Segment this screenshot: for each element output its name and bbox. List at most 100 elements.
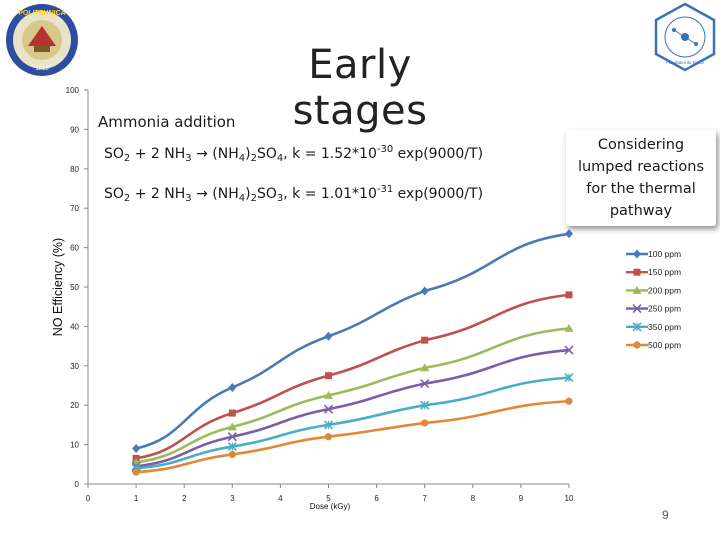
data-point [324, 390, 333, 399]
series-line [134, 376, 571, 470]
r1-text: , k = 1.52*10 [283, 146, 377, 162]
r1-text: SO [256, 146, 277, 162]
r1-text: → (NH [191, 146, 239, 162]
r2-text: SO [104, 186, 124, 202]
callout-box: Considering lumped reactions for the the… [566, 130, 716, 226]
data-point [325, 372, 332, 380]
r2-sub: 2 [123, 193, 131, 204]
series-line [134, 327, 571, 464]
r1-sub: 3 [185, 153, 192, 164]
r2-text: ) [245, 186, 251, 202]
x-tick-label: 2 [182, 494, 187, 503]
r2-text: exp(9000/T) [393, 186, 484, 202]
r2-sub: 3 [185, 193, 192, 204]
r2-text: , k = 1.01*10 [283, 186, 377, 202]
page-number: 9 [662, 508, 669, 522]
data-point [420, 286, 429, 296]
y-tick-label: 80 [70, 165, 79, 174]
data-point [564, 345, 574, 355]
r2-sup: -31 [376, 184, 394, 195]
r1-sub: 2 [250, 153, 257, 164]
x-tick-label: 1 [134, 494, 139, 503]
data-point [633, 341, 641, 349]
data-point [420, 363, 430, 372]
y-tick-label: 60 [70, 244, 79, 253]
r2-text: → (NH [191, 186, 239, 202]
data-point [633, 268, 641, 276]
callout-line: Considering [597, 137, 685, 153]
data-point [227, 442, 237, 452]
x-tick-label: 4 [278, 494, 283, 503]
y-tick-label: 40 [70, 322, 79, 331]
data-point [228, 382, 237, 392]
y-tick-label: 70 [70, 204, 79, 213]
x-tick-label: 10 [565, 494, 574, 503]
data-point [564, 323, 574, 332]
r1-text: exp(9000/T) [393, 146, 484, 162]
r2-sub: 2 [250, 193, 257, 204]
r1-text: ) [245, 146, 251, 162]
y-tick-label: 10 [70, 441, 79, 450]
reaction-2-equation: SO2 + 2 NH3 → (NH4)2SO3, k = 1.01*10-31 … [104, 184, 483, 204]
legend-label: 200 ppm [648, 285, 681, 295]
data-point [323, 420, 334, 430]
r2-text: + 2 NH [130, 186, 186, 202]
y-tick-label: 30 [70, 362, 79, 371]
data-point [633, 249, 641, 259]
callout-line: lumped reactions [577, 159, 705, 175]
x-tick-label: 0 [86, 494, 91, 503]
r1-sub: 4 [276, 153, 284, 164]
data-point [324, 433, 333, 441]
data-point-stroke [420, 378, 430, 389]
data-point-stroke [632, 304, 642, 314]
r1-sup: -30 [376, 144, 394, 155]
data-point [632, 304, 642, 314]
faculty-logo-icon: Facultatea de Fizica [654, 2, 716, 72]
data-point [565, 291, 573, 299]
x-tick-label: 9 [519, 494, 524, 503]
y-tick-label: 100 [66, 86, 80, 95]
r2-sub: 4 [238, 193, 246, 204]
y-tick-label: 90 [70, 125, 79, 134]
data-point-stroke [323, 404, 334, 414]
data-point [421, 336, 429, 344]
data-point [132, 468, 140, 476]
x-tick-label: 3 [230, 494, 235, 503]
r1-text: SO [104, 146, 124, 162]
x-tick-label: 6 [374, 494, 379, 503]
data-point-stroke [227, 432, 237, 442]
slide-title: Early stages [292, 42, 428, 134]
y-tick-label: 0 [75, 480, 80, 489]
data-point [323, 404, 334, 414]
data-point [564, 373, 574, 383]
x-tick-label: 5 [326, 494, 331, 503]
annotation-title: Ammonia addition [98, 113, 236, 131]
legend-label: 350 ppm [648, 322, 681, 332]
y-axis-label: NO Efficiency (%) [51, 238, 65, 336]
callout-line: pathway [609, 203, 673, 219]
logo-text-top: POLITEHNICA [18, 10, 65, 17]
data-point [632, 322, 642, 332]
r1-sub: 4 [238, 153, 246, 164]
data-point [565, 229, 573, 239]
data-point-stroke [564, 345, 574, 355]
logo-right-text: Facultatea de Fizica [666, 60, 704, 65]
r1-text: + 2 NH [130, 146, 186, 162]
data-point [420, 378, 430, 389]
y-tick-label: 50 [70, 283, 79, 292]
data-point [420, 400, 430, 410]
data-point [632, 285, 642, 294]
x-tick-label: 8 [471, 494, 476, 503]
r1-sub: 2 [123, 153, 131, 164]
r2-sub: 3 [276, 193, 284, 204]
university-logo-icon: POLITEHNICA 1818 [6, 4, 78, 76]
legend-label: 500 ppm [648, 340, 681, 350]
data-point [421, 419, 429, 427]
legend-label: 250 ppm [648, 304, 681, 314]
data-point [227, 432, 237, 442]
callout-line: for the thermal [586, 181, 696, 197]
data-point [565, 397, 573, 405]
legend-label: 100 ppm [648, 249, 681, 259]
x-axis-label: Dose (kGy) [310, 502, 351, 511]
